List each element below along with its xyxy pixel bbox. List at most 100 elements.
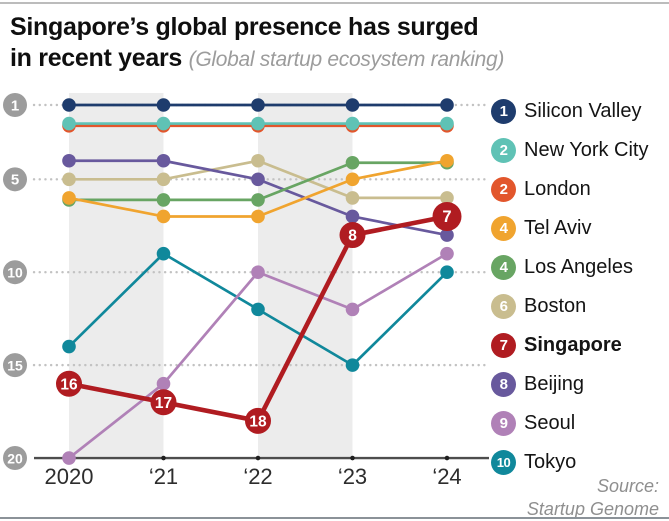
series-point-tokyo-2 (251, 302, 265, 317)
legend-label-beijing: Beijing (524, 373, 585, 395)
legend-item-tel-aviv: 4 Tel Aviv (491, 209, 667, 248)
legend-label-london: London (524, 178, 591, 200)
series-point-new-york-city-1 (156, 116, 171, 131)
y-axis-label-1: 1 (11, 97, 19, 114)
y-axis-badge-5 (3, 167, 27, 192)
series-point-beijing-1 (156, 153, 171, 168)
x-axis-label-0: 2020 (45, 464, 94, 489)
x-axis-label-1: ‘21 (149, 464, 178, 489)
bottom-divider (0, 517, 669, 519)
axis-tick-2 (255, 455, 261, 461)
axis-tick-1 (161, 455, 166, 461)
series-point-tel-aviv-1 (156, 209, 171, 224)
source-name: Startup Genome (526, 499, 659, 519)
series-point-silicon-valley-1 (156, 98, 171, 112)
legend-rank-badge-silicon-valley: 1 (491, 99, 516, 124)
series-point-silicon-valley-3 (345, 98, 360, 112)
chart-subtitle: (Global startup ecosystem ranking) (188, 48, 505, 71)
legend-rank-badge-beijing: 8 (491, 372, 516, 397)
series-point-new-york-city-4 (440, 116, 454, 131)
legend-label-tokyo: Tokyo (524, 451, 577, 473)
series-point-tel-aviv-3 (345, 172, 360, 187)
series-point-label-singapore-3 (339, 222, 366, 249)
chart-title-line2: in recent years (10, 44, 182, 72)
series-point-seoul-1 (156, 376, 171, 391)
legend-rank-badge-tel-aviv: 4 (491, 216, 516, 241)
legend-rank-badge-los-angeles: 4 (491, 255, 516, 280)
axis-tick-4 (444, 455, 450, 461)
legend-label-los-angeles: Los Angeles (524, 256, 633, 278)
legend-rank-badge-boston: 6 (491, 294, 516, 319)
series-point-value-singapore-2: 18 (249, 413, 267, 430)
y-axis-label-10: 10 (7, 265, 23, 281)
series-point-tokyo-0 (62, 339, 76, 354)
legend-item-tokyo: 10 Tokyo (491, 443, 667, 482)
series-point-value-singapore-1: 17 (155, 395, 172, 412)
series-point-los-angeles-1 (156, 193, 171, 207)
y-axis-label-5: 5 (11, 172, 19, 189)
series-point-label-singapore-4 (432, 201, 462, 231)
legend-item-new-york-city: 2 New York City (491, 131, 667, 170)
chart-title: Singapore’s global presence has surged i… (10, 12, 650, 75)
top-divider (0, 2, 669, 4)
legend-rank-badge-new-york-city: 2 (491, 138, 516, 163)
legend-label-new-york-city: New York City (524, 139, 649, 161)
y-axis-badge-20 (3, 446, 27, 471)
series-point-tel-aviv-4 (440, 153, 454, 168)
legend-label-seoul: Seoul (524, 412, 576, 434)
legend-item-london: 2 London (491, 170, 667, 209)
legend-item-los-angeles: 4 Los Angeles (491, 248, 667, 287)
series-point-boston-3 (345, 191, 360, 205)
series-point-beijing-0 (62, 153, 76, 168)
x-axis-label-3: ‘23 (338, 464, 367, 489)
legend-rank-badge-singapore: 7 (491, 333, 516, 358)
legend-label-tel-aviv: Tel Aviv (524, 217, 592, 239)
y-axis-label-15: 15 (7, 358, 23, 374)
series-point-value-singapore-0: 16 (60, 376, 78, 393)
x-axis-label-2: ‘22 (243, 464, 272, 489)
series-point-seoul-2 (251, 265, 265, 280)
series-point-label-singapore-2 (245, 407, 271, 434)
legend-label-singapore: Singapore (524, 334, 622, 356)
series-point-boston-1 (156, 172, 171, 187)
series-point-silicon-valley-2 (251, 98, 265, 112)
axis-tick-3 (350, 455, 355, 461)
legend-item-boston: 6 Boston (491, 287, 667, 326)
legend-rank-badge-london: 2 (491, 177, 516, 202)
series-point-new-york-city-2 (251, 116, 265, 131)
y-axis-label-20: 20 (7, 450, 23, 466)
series-point-boston-0 (62, 172, 76, 187)
series-point-new-york-city-0 (62, 116, 76, 131)
y-axis-badge-10 (3, 260, 27, 285)
source-label: Source: (596, 476, 659, 496)
series-point-boston-4 (440, 191, 454, 205)
series-point-label-singapore-0 (56, 370, 82, 397)
y-axis-badge-1 (3, 93, 27, 117)
series-point-beijing-3 (345, 209, 360, 224)
series-point-los-angeles-2 (251, 193, 265, 207)
series-point-tokyo-3 (345, 358, 360, 372)
series-point-beijing-2 (251, 172, 265, 187)
legend-item-singapore: 7 Singapore (491, 326, 667, 365)
series-point-new-york-city-3 (345, 116, 360, 131)
series-point-tel-aviv-0 (62, 191, 76, 205)
shaded-band (258, 93, 353, 459)
y-axis-badge-15 (3, 353, 27, 378)
legend-rank-badge-seoul: 9 (491, 411, 516, 436)
legend-item-seoul: 9 Seoul (491, 404, 667, 443)
series-point-silicon-valley-0 (62, 98, 76, 112)
x-axis-label-4: ‘24 (432, 464, 461, 489)
series-point-silicon-valley-4 (440, 98, 454, 112)
series-point-tel-aviv-2 (251, 209, 265, 224)
legend: 1 Silicon Valley 2 New York City 2 London 4 Tel… (491, 92, 667, 482)
legend-item-beijing: 8 Beijing (491, 365, 667, 404)
series-point-los-angeles-3 (345, 155, 360, 170)
series-point-value-singapore-4: 7 (442, 208, 451, 226)
series-point-boston-2 (251, 153, 265, 168)
legend-label-boston: Boston (524, 295, 587, 317)
legend-label-silicon-valley: Silicon Valley (524, 100, 642, 122)
series-point-label-singapore-1 (150, 389, 177, 416)
series-point-seoul-3 (345, 302, 360, 317)
